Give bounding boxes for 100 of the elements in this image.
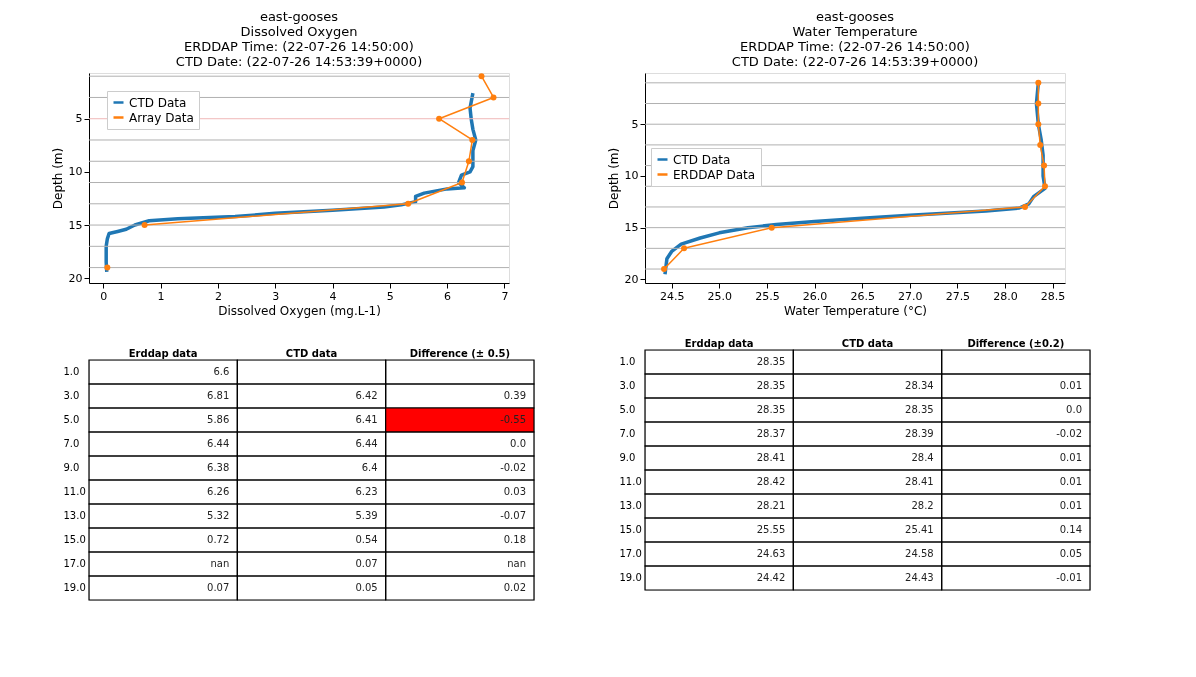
- y-tick-label: 3.0: [63, 390, 80, 401]
- point: [469, 136, 476, 143]
- x-axis-title: Dissolved Oxygen (mg.L-1): [218, 303, 381, 318]
- data-label: 28.34: [905, 380, 934, 391]
- legend-label: Array Data: [129, 110, 194, 125]
- point: [459, 179, 466, 186]
- data-label: 0.03: [503, 486, 526, 497]
- y-tick-label: 15.0: [619, 524, 642, 535]
- x-tick-label: 24.5: [659, 289, 685, 303]
- y-tick-label: 13.0: [63, 510, 86, 521]
- data-label: 6.81: [207, 390, 230, 401]
- data-label: 6.44: [207, 438, 230, 449]
- data-label: 0.0: [510, 438, 526, 449]
- x-tick-label: 2: [214, 289, 222, 303]
- point: [465, 158, 472, 165]
- data-label: 6.42: [355, 390, 378, 401]
- point: [436, 115, 443, 122]
- y-tick-label: 19.0: [63, 582, 86, 593]
- x-tick-label: Erddap data: [684, 337, 754, 349]
- x-tick-label: 25.0: [707, 289, 733, 303]
- chart-title: east-gooses Water Temperature ERDDAP Time: (22-07-26 14:50:00) CTD Date: (22-07-26 14:53:39+0000): [731, 9, 979, 69]
- data-label: 6.44: [355, 438, 378, 449]
- x-tick-label: 28.0: [993, 289, 1018, 303]
- data-label: 6.26: [207, 486, 230, 497]
- y-tick-label: 5: [631, 117, 639, 131]
- data-label: 28.35: [905, 404, 934, 415]
- y-tick-label: 3.0: [619, 380, 636, 391]
- x-tick-label: 26.5: [850, 289, 875, 303]
- point: [1022, 203, 1028, 210]
- point: [681, 245, 688, 252]
- y-tick-label: 11.0: [63, 486, 86, 497]
- data-label: 0.05: [355, 582, 378, 593]
- data-label: 0.72: [207, 534, 230, 545]
- x-tick-label: CTD data: [841, 337, 894, 349]
- data-label: 28.41: [905, 476, 934, 487]
- data-label: 28.37: [756, 428, 786, 439]
- point: [490, 94, 497, 101]
- y-tick-label: 10: [624, 169, 639, 183]
- y-tick-label: 11.0: [619, 476, 642, 487]
- data-label: 24.42: [756, 572, 786, 583]
- data-label: 24.58: [905, 548, 934, 559]
- x-tick-label: Difference (±0.2): [967, 337, 1065, 349]
- data-label: 0.01: [1059, 380, 1082, 391]
- point: [405, 200, 412, 207]
- x-axis-title: Water Temperature (°C): [784, 303, 927, 318]
- point: [141, 222, 148, 229]
- data-label: 0.01: [1059, 476, 1082, 487]
- x-tick-label: 4: [329, 289, 337, 303]
- y-tick-label: 10: [68, 165, 83, 179]
- data-label: 0.07: [355, 558, 378, 569]
- data-label: 6.23: [355, 486, 378, 497]
- x-tick-label: 1: [157, 289, 165, 303]
- data-label: 5.39: [355, 510, 378, 521]
- y-axis-title: Depth (m): [606, 147, 621, 210]
- data-label: 6.4: [361, 462, 378, 473]
- data-label: 24.63: [756, 548, 786, 559]
- y-tick-label: 5.0: [619, 404, 636, 415]
- data-label: 5.32: [207, 510, 230, 521]
- x-tick-label: 27.5: [945, 289, 971, 303]
- x-tick-label: 26.0: [802, 289, 828, 303]
- x-tick-label: 27.0: [898, 289, 923, 303]
- x-tick-label: 0: [100, 289, 108, 303]
- data-label: 0.05: [1059, 548, 1082, 559]
- point: [1041, 162, 1048, 169]
- data-label: -0.07: [500, 510, 526, 521]
- data-label: -0.01: [1056, 572, 1082, 583]
- y-tick-label: 20: [624, 272, 639, 286]
- data-label: 28.2: [911, 500, 934, 511]
- data-label: 28.35: [756, 356, 786, 367]
- chart-title: east-gooses Dissolved Oxygen ERDDAP Time: (22-07-26 14:50:00) CTD Date: (22-07-26 14:53:39+0000): [175, 9, 423, 69]
- data-label: 0.0: [1066, 404, 1082, 415]
- y-tick-label: 5: [75, 112, 83, 126]
- y-tick-label: 13.0: [619, 500, 642, 511]
- y-tick-label: 1.0: [619, 356, 636, 367]
- y-tick-label: 20: [68, 271, 83, 285]
- data-label: 5.86: [207, 414, 230, 425]
- point: [1037, 141, 1044, 148]
- data-label: 28.39: [905, 428, 934, 439]
- data-label: 0.18: [503, 534, 526, 545]
- data-label: 0.54: [355, 534, 378, 545]
- y-tick-label: 19.0: [619, 572, 642, 583]
- point: [478, 73, 485, 80]
- y-tick-label: 9.0: [619, 452, 636, 463]
- data-label: 0.02: [503, 582, 526, 593]
- point: [1035, 121, 1042, 128]
- y-tick-label: 15: [624, 221, 639, 235]
- y-tick-label: 15.0: [63, 534, 86, 545]
- legend-label: ERDDAP Data: [673, 167, 756, 182]
- data-label: 24.43: [905, 572, 934, 583]
- x-tick-label: 25.5: [755, 289, 780, 303]
- point: [661, 266, 668, 273]
- x-tick-label: 5: [386, 289, 394, 303]
- data-label: 0.01: [1059, 500, 1082, 511]
- y-axis-title: Depth (m): [50, 147, 65, 210]
- data-label: 6.6: [213, 366, 230, 377]
- data-label: 25.55: [756, 524, 786, 535]
- legend-label: CTD Data: [673, 152, 731, 167]
- data-label: -0.02: [1056, 428, 1082, 439]
- data-label: -0.55: [500, 414, 526, 425]
- y-tick-label: 5.0: [63, 414, 80, 425]
